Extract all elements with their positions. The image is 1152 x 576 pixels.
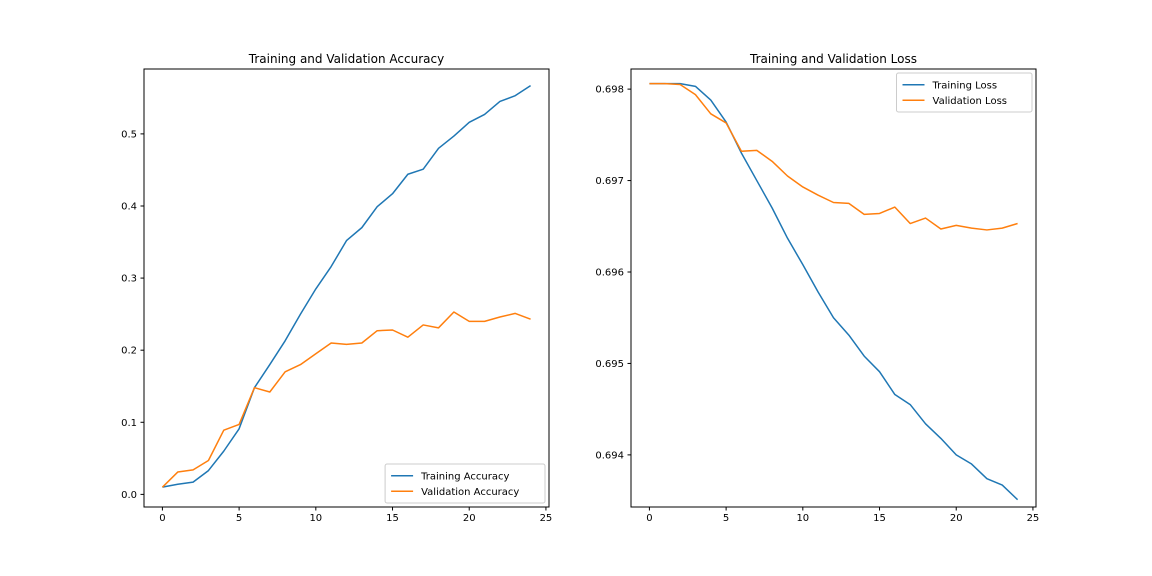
loss-chart: Training and Validation Loss 0 5 10 15 20 250… <box>595 52 1039 524</box>
accuracy-series-line-1 <box>161 311 531 488</box>
loss-y-tick-label: 0.697 <box>595 176 624 187</box>
accuracy-y-tick-label: 0.3 <box>121 274 137 285</box>
accuracy-legend-label-1: Validation Accuracy <box>421 487 519 498</box>
accuracy-series-line-0 <box>162 84 532 488</box>
loss-y-tick-label: 0.694 <box>595 450 624 461</box>
loss-x-tick-label: 20 <box>950 513 963 524</box>
accuracy-y-tick-label: 0.0 <box>121 490 137 501</box>
loss-legend-label-1: Validation Loss <box>933 96 1008 107</box>
accuracy-chart: Training and Validation Accuracy 0 5 10 15 2… <box>121 52 552 524</box>
loss-plot-frame <box>630 68 1037 508</box>
accuracy-x-tick-label: 20 <box>463 513 476 524</box>
loss-series-line-0 <box>649 82 1019 501</box>
accuracy-y-tick-label: 0.1 <box>121 418 137 429</box>
accuracy-y-tick-label: 0.5 <box>121 129 137 140</box>
loss-x-tick-label: 15 <box>873 513 886 524</box>
accuracy-x-tick-label: 15 <box>386 513 399 524</box>
accuracy-x-tick-label: 5 <box>236 513 242 524</box>
accuracy-legend-box <box>384 463 546 504</box>
loss-legend-box <box>896 72 1033 113</box>
loss-y-tick-label: 0.695 <box>595 359 624 370</box>
accuracy-legend: Training Accuracy Validation Accuracy <box>384 463 546 504</box>
loss-legend: Training Loss Validation Loss <box>896 72 1033 113</box>
accuracy-y-tick-label: 0.4 <box>121 201 137 212</box>
accuracy-plot-frame <box>143 68 550 508</box>
loss-x-tick-label: 5 <box>723 513 729 524</box>
accuracy-y-tick-label: 0.2 <box>121 346 137 357</box>
accuracy-chart-title: Training and Validation Accuracy <box>248 52 444 66</box>
accuracy-legend-label-0: Training Accuracy <box>420 471 509 482</box>
loss-chart-title: Training and Validation Loss <box>749 52 917 66</box>
loss-y-tick-label: 0.696 <box>595 267 624 278</box>
loss-series-group <box>649 82 1019 501</box>
loss-x-tick-label: 10 <box>796 513 809 524</box>
accuracy-ticks: 0 5 10 15 20 25 0.0 0.1 0.2 0.3 0.4 0.5 <box>121 129 552 524</box>
accuracy-series-group <box>161 84 532 488</box>
loss-x-tick-label: 0 <box>646 513 652 524</box>
loss-x-tick-label: 25 <box>1027 513 1040 524</box>
accuracy-x-tick-label: 10 <box>309 513 322 524</box>
accuracy-x-tick-label: 0 <box>159 513 165 524</box>
loss-series-line-1 <box>649 82 1018 231</box>
loss-legend-label-0: Training Loss <box>932 80 998 91</box>
accuracy-x-tick-label: 25 <box>540 513 553 524</box>
loss-ticks: 0 5 10 15 20 25 0.694 0.695 0.696 0.697 0.698 <box>595 85 1039 524</box>
loss-y-tick-label: 0.698 <box>595 85 624 96</box>
